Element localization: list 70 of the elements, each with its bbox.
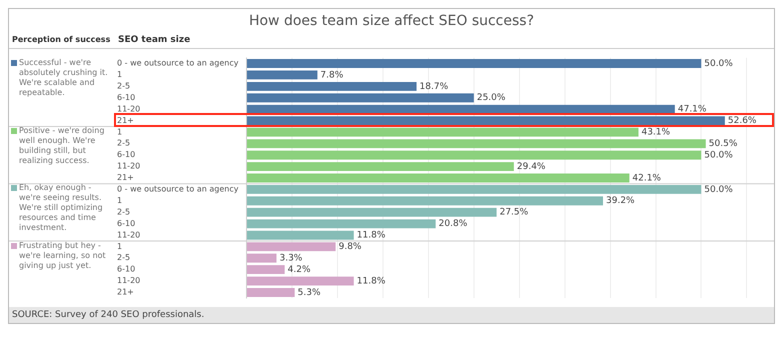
data-label: 4.2% [288,264,311,275]
data-label: 29.4% [516,162,546,172]
y-tick-label: 11-20 [117,276,140,286]
y-tick-label: 2-5 [117,81,130,90]
data-label: 47.1% [678,104,707,115]
legend-title: Perception of success [11,35,112,46]
bar [246,288,295,297]
bar [246,93,474,102]
y-tick-label: 2-5 [117,253,130,262]
bar [246,116,725,126]
y-tick-label: 21+ [117,288,134,297]
bar [246,139,706,148]
data-label: 50.0% [704,150,734,160]
y-tick-label: 2-5 [117,207,130,216]
bar [246,208,497,217]
data-label: 27.5% [500,208,529,218]
bar [246,276,354,286]
y-tick-label: 6-10 [117,218,136,228]
legend-label: Positive - we're doing well enough. We're building still, but realizing success. [19,126,106,166]
y-tick-label: 1 [117,127,122,136]
bar [246,196,604,206]
data-label: 3.3% [279,253,303,264]
y-tick-label: 6-10 [117,264,136,274]
data-label: 42.1% [632,173,662,184]
y-axis-title: SEO team size [118,35,190,47]
y-tick-label: 6-10 [117,92,136,102]
legend-label: Successful - we're absolutely crushing it. We're scalable and repeatable. [19,58,109,98]
bar [246,70,318,80]
data-label: 39.2% [606,196,636,206]
chart-title: How does team size affect SEO success? [248,12,536,31]
y-tick-label: 6-10 [117,150,136,160]
y-tick-label: 2-5 [117,138,130,148]
data-label: 25.0% [476,93,506,104]
data-label: 11.8% [356,276,386,286]
bar [246,219,436,228]
data-label: 9.8% [338,242,362,252]
data-label: 52.6% [728,116,757,126]
data-label: 50.0% [704,58,734,69]
y-tick-label: 11-20 [117,104,140,114]
bar [246,265,285,274]
y-tick-label: 0 - we outsource to an agency [117,58,239,68]
y-tick-label: 0 - we outsource to an agency [117,184,239,194]
data-label: 50.0% [704,184,734,195]
data-label: 18.7% [420,82,449,92]
y-tick-label: 21+ [117,173,134,182]
y-tick-label: 21+ [117,116,134,125]
data-label: 5.3% [298,288,321,298]
bar [246,174,630,182]
bar [246,59,702,68]
y-tick-label: 1 [117,70,122,80]
bar [246,254,276,263]
bar [246,128,638,137]
bar [246,150,702,160]
bar [246,242,336,252]
source-note: SOURCE: Survey of 240 SEO professionals. [9,307,774,323]
data-label: 7.8% [320,70,344,80]
bar [246,230,354,240]
data-label: 20.8% [438,219,468,230]
legend-label: Eh, okay enough - we're seeing results. We're still optimizing resources and time investment. [19,183,104,234]
y-tick-label: 11-20 [117,162,140,171]
y-tick-label: 1 [117,242,122,251]
y-tick-label: 11-20 [117,230,140,240]
bar [246,184,702,194]
data-label: 11.8% [356,230,386,241]
data-label: 50.5% [708,139,738,149]
bar [246,82,417,91]
bar [246,162,514,172]
y-tick-label: 1 [117,196,122,205]
data-label: 43.1% [641,128,671,138]
legend-label: Frustrating but hey - we're learning, so not giving up just yet. [19,240,107,271]
